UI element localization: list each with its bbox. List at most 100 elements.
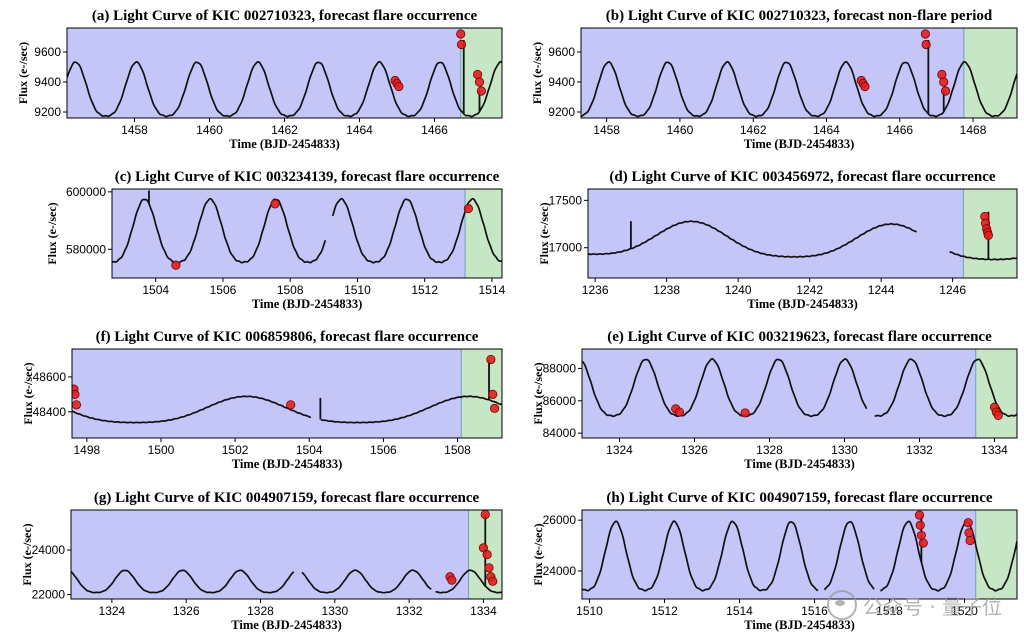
x-tick-label: 1508 bbox=[277, 283, 304, 297]
x-tick-label: 1236 bbox=[582, 283, 609, 297]
x-tick-label: 1328 bbox=[247, 604, 274, 618]
y-axis-label: Flux (e-/sec) bbox=[20, 523, 34, 585]
flare-point bbox=[270, 199, 280, 209]
forecast-region bbox=[465, 189, 502, 278]
panel-g: 1324 1326 1328 1330 1332 1334 22000 24000 (g) Li… bbox=[20, 490, 503, 632]
history-region bbox=[72, 349, 462, 438]
y-tick-label: 600000 bbox=[66, 185, 106, 199]
y-axis-label: Flux (e-/sec) bbox=[530, 42, 544, 104]
plot-area bbox=[112, 190, 502, 270]
flare-point bbox=[476, 86, 486, 96]
x-tick-label: 1466 bbox=[421, 123, 448, 137]
history-region bbox=[71, 510, 469, 599]
chart-title: (g) Light Curve of KIC 004907159, foreca… bbox=[94, 490, 480, 506]
chart-title: (e) Light Curve of KIC 003219623, foreca… bbox=[607, 329, 992, 345]
x-tick-label: 1510 bbox=[344, 283, 371, 297]
x-axis-label: Time (BJD-2454833) bbox=[232, 457, 343, 471]
flare-point bbox=[937, 69, 947, 80]
history-region bbox=[582, 349, 976, 438]
x-tick-label: 1326 bbox=[173, 604, 200, 618]
plot-area bbox=[581, 29, 1017, 118]
flare-point bbox=[171, 260, 181, 270]
x-tick-label: 1520 bbox=[951, 604, 978, 618]
y-axis-label: Flux (e-/sec) bbox=[21, 362, 35, 424]
light-curve-line bbox=[72, 395, 502, 424]
flare-point bbox=[488, 389, 498, 399]
x-tick-label: 1502 bbox=[222, 443, 249, 457]
y-tick-label: 86000 bbox=[543, 394, 577, 408]
plot-area bbox=[67, 29, 502, 118]
y-tick-label: 48600 bbox=[33, 370, 67, 384]
x-axis-label: Time (BJD-2454833) bbox=[252, 297, 363, 311]
flare-point bbox=[921, 39, 931, 50]
flare-point bbox=[939, 77, 949, 87]
y-tick-label: 26000 bbox=[543, 513, 577, 527]
flare-point bbox=[463, 203, 473, 214]
flare-point bbox=[674, 407, 685, 417]
flare-point bbox=[860, 81, 870, 92]
history-region bbox=[581, 28, 964, 118]
flare-point bbox=[456, 39, 467, 50]
flare-point bbox=[920, 29, 931, 39]
light-curve-line bbox=[112, 197, 502, 264]
x-tick-label: 1244 bbox=[868, 283, 895, 297]
x-tick-label: 1500 bbox=[148, 443, 175, 457]
x-tick-label: 1508 bbox=[444, 443, 471, 457]
y-tick-label: 24000 bbox=[32, 543, 66, 557]
x-tick-label: 1330 bbox=[831, 443, 858, 457]
y-tick-label: 9200 bbox=[548, 105, 575, 119]
x-tick-label: 1464 bbox=[813, 123, 840, 137]
x-axis-label: Time (BJD-2454833) bbox=[229, 137, 340, 151]
x-tick-label: 1238 bbox=[653, 283, 680, 297]
x-tick-label: 1334 bbox=[981, 443, 1008, 457]
flare-point bbox=[72, 400, 82, 410]
x-tick-label: 1246 bbox=[939, 283, 966, 297]
light-curve-line bbox=[71, 569, 502, 594]
x-tick-label: 1516 bbox=[801, 604, 828, 618]
x-axis-label: Time (BJD-2454833) bbox=[747, 297, 858, 311]
flare-point bbox=[456, 29, 466, 39]
x-tick-label: 1468 bbox=[960, 123, 987, 137]
x-tick-label: 1498 bbox=[73, 443, 100, 457]
y-tick-label: 9600 bbox=[34, 45, 61, 59]
flare-point bbox=[484, 563, 494, 573]
y-tick-label: 48400 bbox=[33, 405, 67, 419]
x-tick-label: 1510 bbox=[576, 604, 603, 618]
flare-point bbox=[486, 354, 496, 365]
flare-point bbox=[474, 77, 485, 87]
flare-point bbox=[488, 576, 498, 586]
plot-area bbox=[582, 510, 1017, 592]
wechat-logo-icon bbox=[826, 590, 857, 620]
x-tick-label: 1512 bbox=[411, 283, 438, 297]
history-region bbox=[112, 189, 466, 278]
y-axis-label: Flux (e-/sec) bbox=[531, 523, 545, 585]
flare-point bbox=[940, 86, 951, 96]
plot-area bbox=[71, 510, 502, 594]
x-axis-label: Time (BJD-2454833) bbox=[744, 137, 855, 151]
plot-area bbox=[588, 211, 1017, 261]
y-tick-label: 9200 bbox=[34, 105, 61, 119]
flare-point bbox=[447, 575, 457, 585]
flare-point bbox=[916, 530, 926, 541]
x-tick-label: 1518 bbox=[876, 604, 903, 618]
axes-frame bbox=[581, 509, 1018, 600]
chart-title: (b) Light Curve of KIC 002710323, foreca… bbox=[606, 8, 993, 24]
chart-title: (h) Light Curve of KIC 004907159, foreca… bbox=[606, 490, 993, 506]
history-region bbox=[67, 28, 461, 118]
x-tick-label: 1324 bbox=[606, 443, 633, 457]
x-tick-label: 1464 bbox=[346, 123, 373, 137]
panel-e: 1324 1326 1328 1330 1332 1334 84000 86000 88000 (… bbox=[531, 329, 1018, 471]
flare-point bbox=[964, 528, 974, 538]
flare-point bbox=[394, 81, 404, 92]
x-tick-label: 1328 bbox=[756, 443, 783, 457]
x-tick-label: 1324 bbox=[99, 604, 126, 618]
x-tick-label: 1326 bbox=[681, 443, 708, 457]
x-tick-label: 1514 bbox=[726, 604, 753, 618]
chart-title: (c) Light Curve of KIC 003234139, foreca… bbox=[115, 169, 500, 185]
panel-h: 1510 1512 1514 1516 1518 1520 24000 26000 (h) Li… bbox=[531, 490, 1018, 632]
light-curve-line bbox=[582, 520, 1017, 592]
x-tick-label: 1506 bbox=[210, 283, 237, 297]
plot-area bbox=[582, 358, 1017, 420]
x-tick-label: 1462 bbox=[740, 123, 767, 137]
